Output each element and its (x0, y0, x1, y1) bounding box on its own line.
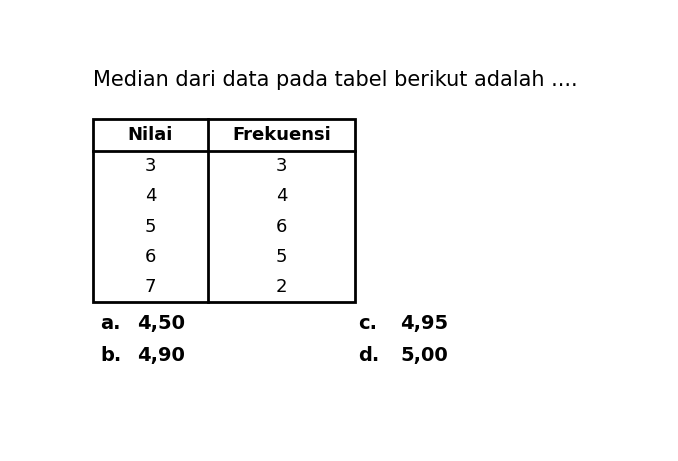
Text: 3: 3 (144, 157, 156, 175)
Text: 4: 4 (144, 188, 156, 206)
Text: Frekuensi: Frekuensi (233, 126, 331, 144)
Text: c.: c. (358, 314, 377, 333)
Text: a.: a. (100, 314, 121, 333)
Text: 4,90: 4,90 (137, 346, 185, 365)
Text: 5: 5 (144, 218, 156, 236)
Text: 3: 3 (276, 157, 287, 175)
Text: Median dari data pada tabel berikut adalah ....: Median dari data pada tabel berikut adal… (93, 70, 577, 89)
Text: 6: 6 (276, 218, 287, 236)
Text: Nilai: Nilai (127, 126, 173, 144)
Text: b.: b. (100, 346, 122, 365)
Text: 5,00: 5,00 (400, 346, 447, 365)
Text: 2: 2 (276, 278, 287, 296)
Text: 4: 4 (276, 188, 287, 206)
Text: 6: 6 (144, 248, 156, 266)
Text: d.: d. (358, 346, 379, 365)
Text: 4,95: 4,95 (400, 314, 448, 333)
Text: 4,50: 4,50 (137, 314, 185, 333)
Text: 7: 7 (144, 278, 156, 296)
Text: 5: 5 (276, 248, 287, 266)
